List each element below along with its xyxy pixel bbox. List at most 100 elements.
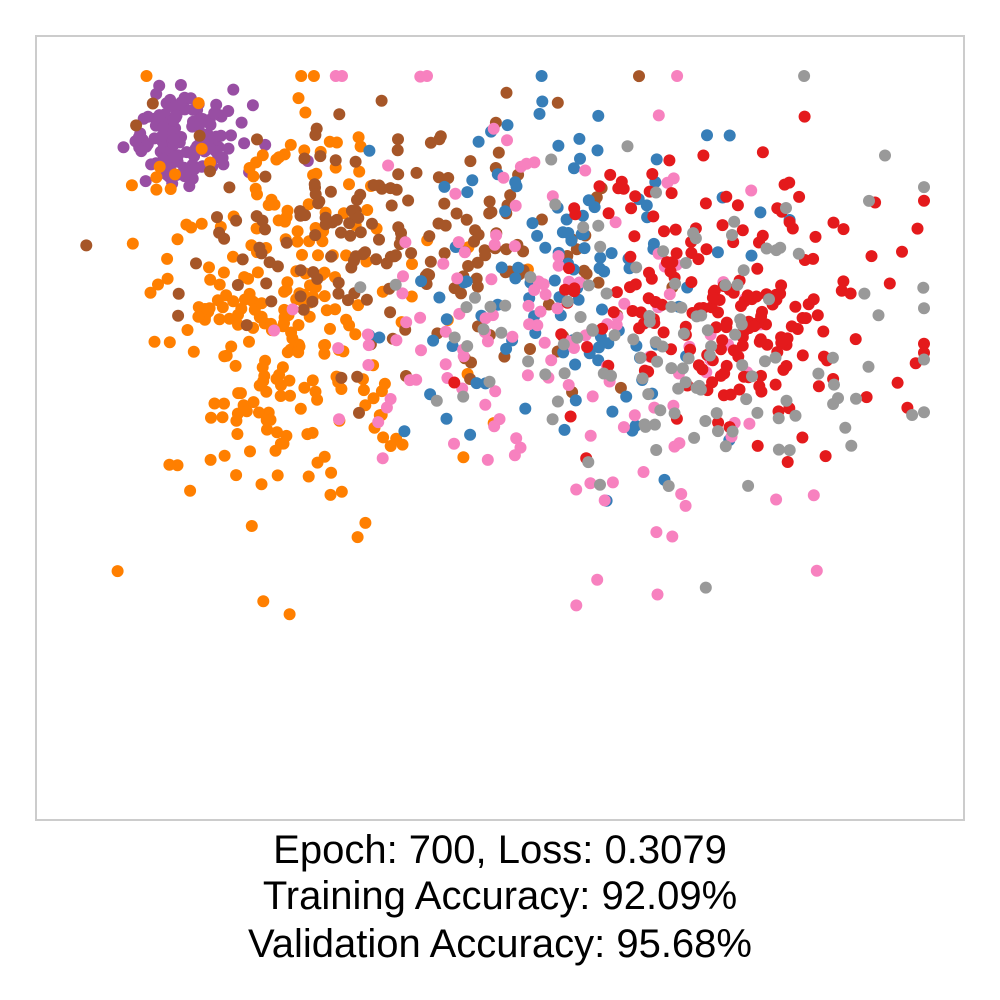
scatter-point-class-orange — [218, 449, 231, 462]
scatter-point-class-orange — [125, 179, 138, 192]
scatter-point-class-pink — [439, 358, 452, 371]
scatter-point-class-gray — [608, 329, 621, 342]
scatter-point-class-blue — [569, 358, 582, 371]
scatter-point-class-blue — [591, 144, 604, 157]
scatter-point-class-gray — [657, 245, 670, 258]
scatter-point-class-red — [883, 277, 896, 290]
scatter-point-class-pink — [449, 187, 462, 200]
scatter-point-class-orange — [352, 299, 365, 312]
scatter-point-class-blue — [509, 272, 522, 285]
scatter-point-class-orange — [232, 387, 245, 400]
scatter-point-class-brown — [314, 150, 327, 163]
scatter-point-class-brown — [298, 152, 311, 165]
scatter-point-class-gray — [772, 443, 785, 456]
scatter-point-class-purple — [246, 99, 259, 112]
scatter-point-class-pink — [770, 493, 783, 506]
scatter-point-class-gray — [648, 418, 661, 431]
scatter-point-class-pink — [545, 354, 558, 367]
scatter-point-class-red — [918, 337, 930, 350]
scatter-point-class-gray — [636, 372, 649, 385]
scatter-point-class-pink — [520, 157, 533, 170]
scatter-point-class-gray — [621, 140, 634, 153]
scatter-point-class-orange — [306, 374, 319, 387]
scatter-point-class-brown — [391, 144, 404, 157]
scatter-point-class-blue — [593, 262, 606, 275]
scatter-point-class-gray — [759, 355, 771, 368]
scatter-point-class-gray — [769, 351, 782, 364]
scatter-point-class-orange — [231, 428, 244, 440]
scatter-point-class-orange — [406, 258, 418, 270]
scatter-point-class-red — [796, 349, 809, 362]
scatter-point-class-red — [918, 194, 930, 207]
scatter-point-class-brown — [354, 226, 367, 239]
scatter-point-class-orange — [164, 183, 177, 195]
scatter-point-class-brown — [384, 250, 397, 263]
scatter-point-class-pink — [396, 287, 409, 300]
scatter-point-class-gray — [354, 281, 367, 294]
scatter-point-class-brown — [492, 146, 505, 159]
scatter-point-class-red — [748, 320, 761, 333]
scatter-point-class-brown — [500, 86, 513, 99]
scatter-point-class-brown — [204, 165, 216, 178]
scatter-point-class-gray — [705, 340, 718, 353]
scatter-point-class-orange — [273, 368, 286, 381]
scatter-point-class-orange — [295, 70, 308, 82]
scatter-point-class-red — [666, 256, 679, 269]
scatter-point-class-purple — [208, 107, 221, 120]
scatter-point-class-gray — [828, 378, 840, 391]
scatter-point-class-pink — [510, 432, 523, 445]
scatter-point-class-brown — [410, 166, 423, 179]
scatter-point-class-blue — [533, 107, 546, 120]
scatter-point-class-blue — [592, 341, 605, 354]
scatter-point-class-gray — [719, 279, 732, 292]
scatter-point-class-brown — [319, 218, 332, 231]
scatter-point-class-red — [827, 216, 840, 229]
scatter-point-class-pink — [415, 344, 427, 357]
plot-canvas — [35, 35, 965, 821]
scatter-point-class-gray — [551, 395, 564, 408]
scatter-point-class-orange — [307, 70, 320, 82]
scatter-point-class-gray — [729, 328, 742, 341]
scatter-point-class-brown — [375, 94, 388, 107]
scatter-point-class-gray — [630, 261, 643, 274]
scatter-point-class-pink — [652, 109, 665, 122]
scatter-point-class-orange — [325, 466, 338, 479]
scatter-point-class-pink — [508, 240, 521, 253]
scatter-point-class-red — [793, 190, 806, 203]
scatter-point-class-red — [818, 350, 830, 363]
scatter-point-class-brown — [438, 197, 451, 210]
scatter-point-class-gray — [495, 326, 508, 339]
scatter-point-class-red — [733, 383, 746, 396]
scatter-point-class-orange — [335, 383, 348, 395]
scatter-point-class-red — [755, 310, 768, 323]
scatter-point-class-orange — [150, 171, 163, 184]
scatter-point-class-pink — [521, 369, 534, 382]
scatter-point-class-red — [706, 376, 719, 389]
scatter-point-class-blue — [466, 174, 479, 187]
scatter-point-class-brown — [535, 213, 548, 226]
scatter-point-class-gray — [594, 240, 607, 253]
scatter-point-class-orange — [126, 237, 139, 250]
scatter-point-class-blue — [536, 95, 549, 108]
scatter-point-class-red — [564, 410, 577, 423]
scatter-point-class-orange — [253, 406, 265, 419]
scatter-point-class-orange — [284, 138, 297, 151]
scatter-point-class-red — [610, 286, 623, 299]
scatter-point-class-brown — [348, 254, 360, 267]
scatter-point-class-gray — [654, 404, 667, 417]
scatter-point-class-red — [720, 190, 733, 203]
scatter-point-class-purple — [117, 141, 130, 154]
scatter-point-class-pink — [481, 453, 494, 466]
scatter-point-class-red — [911, 222, 924, 235]
scatter-point-class-red — [860, 391, 873, 404]
scatter-point-class-blue — [440, 313, 453, 326]
scatter-point-class-orange — [367, 392, 380, 405]
scatter-point-class-orange — [163, 336, 176, 349]
scatter-point-class-red — [837, 275, 850, 288]
scatter-point-class-pink — [579, 164, 592, 177]
scatter-point-class-brown — [471, 256, 484, 269]
scatter-point-class-blue — [539, 241, 552, 254]
scatter-point-class-red — [712, 416, 725, 429]
scatter-point-class-brown — [352, 211, 365, 224]
scatter-point-class-blue — [398, 425, 411, 438]
